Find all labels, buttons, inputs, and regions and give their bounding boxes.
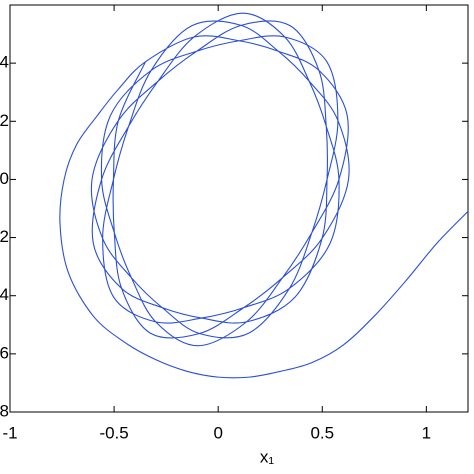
x-tick-label: 1 — [422, 423, 431, 442]
y-tick-label: 0.4 — [0, 53, 9, 72]
y-tick-label: -0.8 — [0, 401, 9, 420]
x-tick-label: -0.5 — [99, 423, 128, 442]
y-tick-label: 0.2 — [0, 111, 9, 130]
y-tick-label: -0.4 — [0, 285, 9, 304]
x-tick-label: 0.5 — [310, 423, 334, 442]
y-tick-label: -0.2 — [0, 227, 9, 246]
x-tick-label: -1 — [2, 423, 17, 442]
trajectory — [59, 12, 469, 379]
plot-frame — [9, 4, 469, 413]
x-axis-label: x₁ — [260, 447, 275, 466]
y-tick-label: -0.6 — [0, 343, 9, 362]
y-tick-label: 0 — [0, 169, 9, 188]
x-tick-label: 0 — [213, 423, 222, 442]
